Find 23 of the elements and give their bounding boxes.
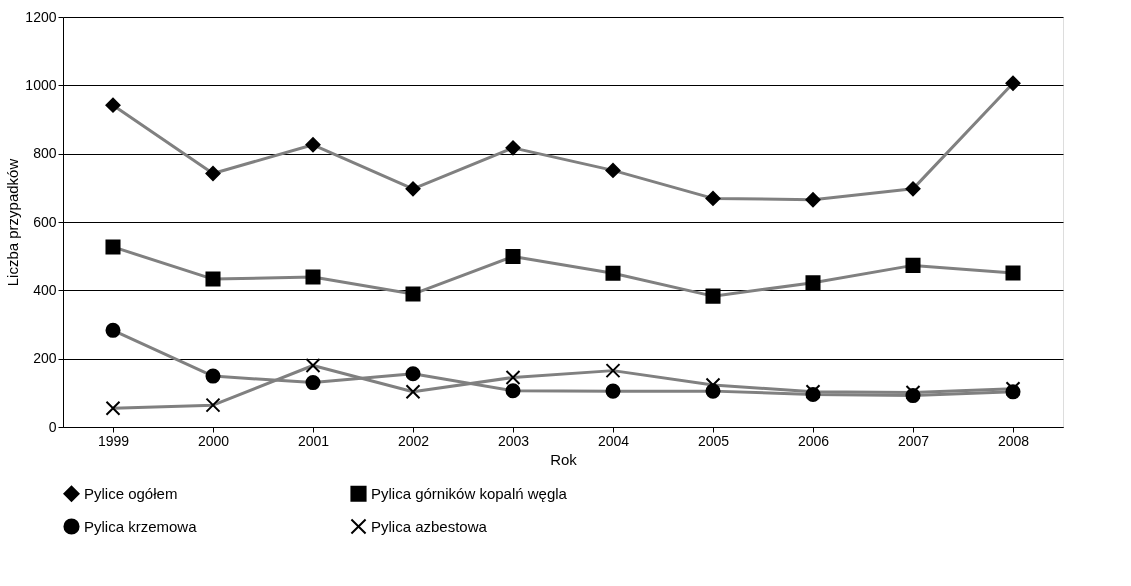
x-tick-label: 2005 [697, 432, 730, 449]
y-tick-label: 0 [48, 418, 57, 435]
legend-label: Pylica azbestowa [371, 517, 488, 535]
y-tick-label: 400 [33, 281, 57, 298]
y-tick-label: 1000 [25, 76, 57, 93]
y-tick-label: 600 [33, 213, 57, 230]
x-tick-label: 1999 [97, 432, 130, 449]
x-tick-label: 2002 [397, 432, 430, 449]
x-axis-title: Rok [550, 450, 578, 468]
y-tick-label: 1200 [25, 8, 57, 25]
x-tick-label: 2007 [897, 432, 930, 449]
x-tick-label: 2000 [197, 432, 230, 449]
y-tick-label: 800 [33, 145, 57, 162]
x-tick-label: 2003 [497, 432, 530, 449]
legend-label: Pylice ogółem [84, 484, 178, 502]
x-tick-label: 2004 [597, 432, 630, 449]
x-tick-label: 2008 [997, 432, 1030, 449]
y-tick-label: 200 [33, 350, 57, 367]
x-tick-label: 2006 [797, 432, 830, 449]
y-axis-title: Liczba przypadków [4, 158, 22, 287]
legend-label: Pylica górników kopalń węgla [371, 484, 568, 502]
legend-label: Pylica krzemowa [84, 517, 198, 535]
x-tick-label: 2001 [297, 432, 330, 449]
